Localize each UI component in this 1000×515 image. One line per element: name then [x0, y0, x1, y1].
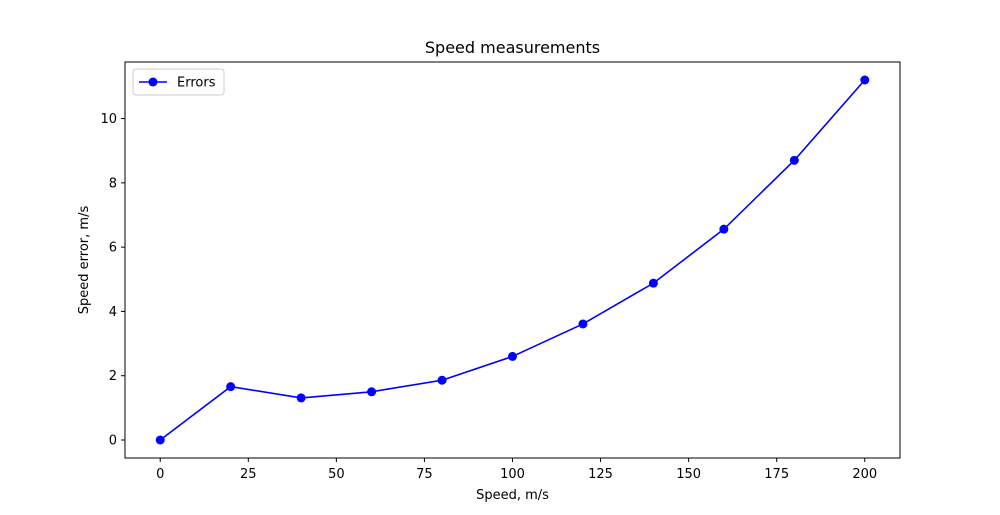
y-tick-label: 10 [100, 112, 117, 127]
legend-marker [148, 77, 158, 87]
data-point [437, 375, 447, 385]
data-point [860, 75, 870, 85]
data-point [296, 393, 306, 403]
data-point [719, 224, 729, 234]
legend-box [132, 68, 225, 96]
data-point [367, 387, 377, 397]
x-tick-label: 100 [500, 467, 525, 482]
x-axis-label: Speed, m/s [476, 488, 549, 503]
y-tick-label: 4 [109, 305, 117, 320]
x-tick-label: 200 [852, 467, 877, 482]
data-point [508, 351, 517, 361]
x-tick-label: 150 [676, 467, 701, 482]
plot-area: 0 25 50 75 100 125 150 175 200 0 2 4 6 8 10 [100, 61, 901, 482]
y-tick-label: 6 [109, 241, 117, 256]
axes-frame [124, 61, 901, 459]
y-axis-label: Speed error, m/s [77, 206, 92, 315]
data-point [578, 319, 588, 329]
legend-label: Errors [177, 76, 216, 91]
y-tick-label: 0 [109, 434, 117, 449]
x-tick-label: 125 [588, 467, 613, 482]
x-tick-label: 50 [328, 467, 345, 482]
data-point [155, 435, 165, 445]
x-tick-label: 0 [156, 467, 164, 482]
data-point [226, 382, 236, 392]
data-point [789, 155, 799, 165]
legend: Errors [132, 68, 225, 96]
x-tick-label: 175 [764, 467, 789, 482]
y-tick-label: 2 [109, 369, 117, 384]
chart-title: Speed measurements [425, 38, 600, 57]
x-tick-label: 25 [240, 467, 257, 482]
data-point [648, 278, 658, 288]
x-tick-label: 75 [416, 467, 433, 482]
y-tick-label: 8 [109, 176, 117, 191]
